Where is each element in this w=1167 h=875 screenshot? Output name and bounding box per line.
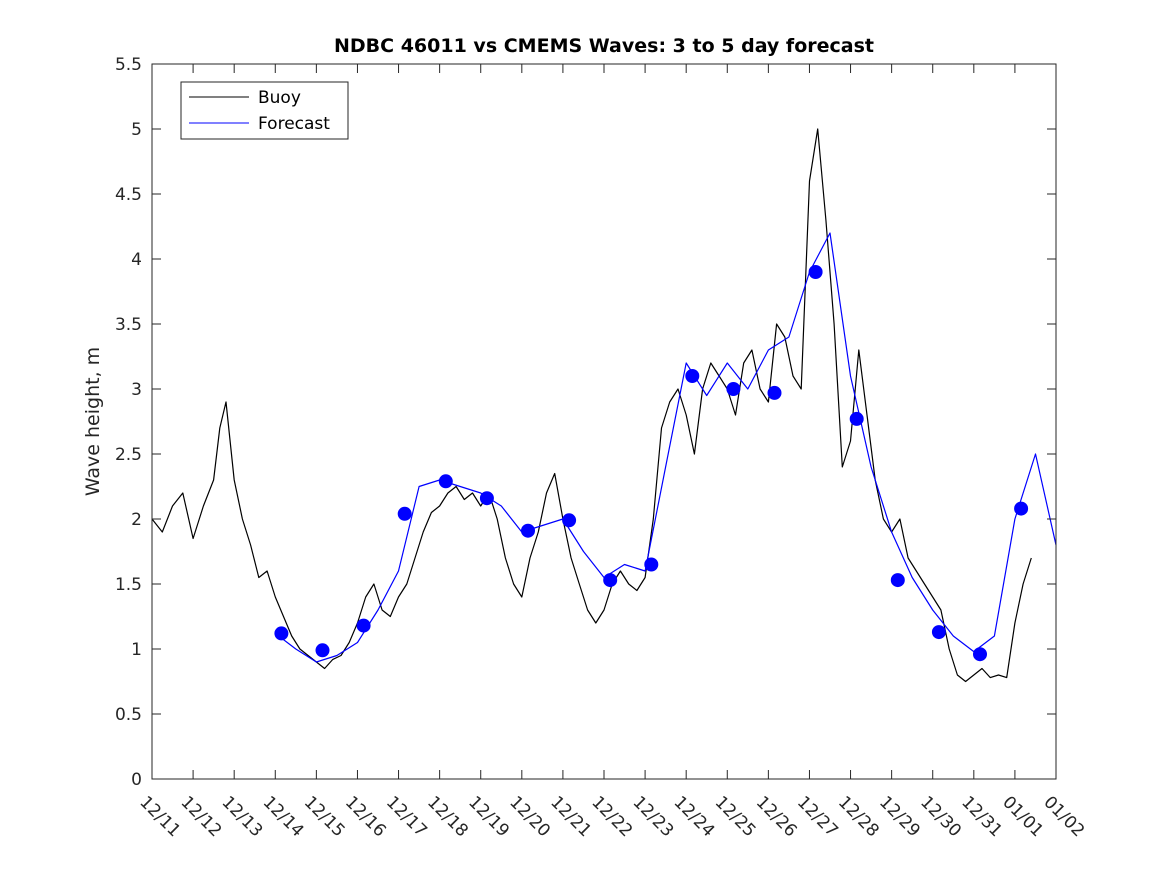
forecast-marker [603,573,618,588]
marker-layer [274,265,1029,662]
series-line-forecast [274,232,1057,663]
x-tick-label: 12/28 [834,792,883,841]
y-axis: 0 0.5 1 1.5 2 2.5 3 3.5 4 4.5 5 5.5 [115,55,1056,790]
x-tick-label: 12/24 [670,792,719,841]
x-tick-label: 12/21 [546,792,595,841]
x-tick-label: 01/02 [1039,792,1088,841]
y-tick-label: 3.5 [115,315,142,335]
forecast-marker [479,491,494,506]
x-tick-label: 12/17 [382,792,431,841]
y-tick-label: 1 [131,640,142,660]
legend-label-forecast: Forecast [258,114,330,134]
forecast-marker [685,369,700,383]
y-tick-label: 3 [131,380,142,400]
y-axis-title: Wave height, m [82,347,104,496]
x-tick-label: 12/18 [423,792,472,841]
x-tick-label: 12/31 [957,792,1006,841]
y-tick-label: 1.5 [115,575,142,595]
chart-title: NDBC 46011 vs CMEMS Waves: 3 to 5 day fo… [334,35,874,57]
forecast-marker [1014,501,1029,516]
x-tick-label: 12/26 [752,792,801,841]
x-tick-label: 12/15 [300,792,349,841]
series-line-buoy [151,128,1032,683]
forecast-marker [973,647,987,662]
x-tick-label: 12/30 [916,792,965,841]
x-tick-label: 12/16 [341,792,390,841]
y-tick-label: 4.5 [115,185,142,205]
series-layer [151,128,1057,683]
x-tick-label: 01/01 [998,792,1047,841]
x-tick-label: 12/12 [177,792,226,841]
forecast-marker [521,523,535,538]
forecast-marker [356,618,371,633]
forecast-marker [767,385,782,400]
plot-area [152,64,1056,779]
x-tick-label: 12/11 [135,792,184,841]
y-tick-label: 5 [131,120,142,140]
forecast-marker [562,513,577,528]
y-tick-label: 2.5 [115,445,142,465]
y-tick-label: 0.5 [115,705,142,725]
x-tick-label: 12/25 [711,792,760,841]
x-tick-label: 12/22 [587,792,636,841]
y-tick-label: 5.5 [115,55,142,75]
y-tick-label: 2 [131,510,142,530]
forecast-marker [808,265,823,279]
x-tick-label: 12/19 [464,792,513,841]
x-tick-label: 12/20 [505,792,554,841]
forecast-marker [726,382,741,396]
x-tick-label: 12/27 [793,792,842,841]
y-tick-label: 4 [131,250,142,270]
x-tick-label: 12/23 [629,792,678,841]
legend: Buoy Forecast [180,81,349,140]
forecast-marker [931,625,946,640]
forecast-marker [274,626,289,641]
forecast-marker [438,474,453,489]
forecast-marker [315,643,330,658]
legend-box [180,81,349,140]
forecast-marker [849,411,864,426]
x-tick-label: 12/29 [875,792,924,841]
x-tick-label: 12/14 [259,792,308,841]
forecast-marker [644,557,659,572]
forecast-marker [890,573,905,588]
x-tick-label: 12/13 [218,792,267,841]
y-tick-label: 0 [131,770,142,790]
forecast-marker [397,506,412,521]
legend-label-buoy: Buoy [258,88,301,108]
